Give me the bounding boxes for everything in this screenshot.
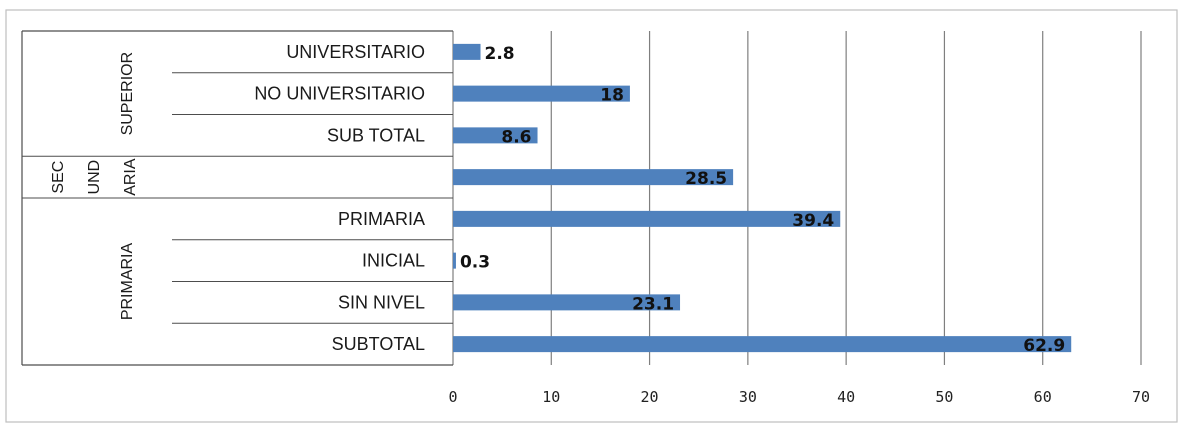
x-tick-label: 50 xyxy=(935,388,953,406)
x-tick-label: 10 xyxy=(542,388,560,406)
data-label: 0.3 xyxy=(460,253,490,273)
group-label-line: ARIA xyxy=(122,158,139,196)
category-label: NO UNIVERSITARIO xyxy=(254,84,425,104)
data-label: 2.8 xyxy=(485,44,515,64)
category-label: SIN NIVEL xyxy=(338,292,425,312)
bar xyxy=(453,210,841,227)
x-axis-ticks: 0 10 20 30 40 50 60 70 xyxy=(448,388,1150,406)
group-label: SUPERIOR xyxy=(119,52,136,136)
chart-frame xyxy=(5,9,1178,423)
category-label: SUB TOTAL xyxy=(327,125,425,145)
bar xyxy=(453,336,1072,353)
group-label-line: SEC xyxy=(50,161,67,194)
data-label: 62.9 xyxy=(1023,336,1065,356)
category-table: UNIVERSITARIO NO UNIVERSITARIO SUB TOTAL PR… xyxy=(21,30,453,366)
bar xyxy=(453,294,681,311)
chart-border xyxy=(5,9,1178,423)
x-tick-label: 70 xyxy=(1132,388,1150,406)
category-label: UNIVERSITARIO xyxy=(286,42,425,62)
bar xyxy=(453,43,481,60)
category-label: INICIAL xyxy=(362,251,425,271)
group-label-line: UND xyxy=(86,160,103,195)
data-label: 39.4 xyxy=(792,211,834,231)
data-label: 28.5 xyxy=(685,169,727,189)
bar xyxy=(453,127,538,144)
bars xyxy=(453,43,1072,353)
data-label: 18 xyxy=(600,86,624,106)
x-tick-label: 0 xyxy=(448,388,457,406)
bar xyxy=(453,169,734,186)
data-labels: 2.8 18 8.6 28.5 39.4 0.3 23.1 62.9 xyxy=(460,44,1065,356)
x-tick-label: 40 xyxy=(837,388,855,406)
data-label: 8.6 xyxy=(501,127,531,147)
bar xyxy=(453,85,630,102)
group-label: PRIMARIA xyxy=(119,243,136,321)
data-label: 23.1 xyxy=(632,294,674,314)
x-tick-label: 20 xyxy=(641,388,659,406)
bar xyxy=(453,252,456,269)
category-label: SUBTOTAL xyxy=(332,334,425,354)
category-label: PRIMARIA xyxy=(338,209,425,229)
x-tick-label: 30 xyxy=(739,388,757,406)
gridlines xyxy=(452,31,1142,365)
x-tick-label: 60 xyxy=(1034,388,1052,406)
